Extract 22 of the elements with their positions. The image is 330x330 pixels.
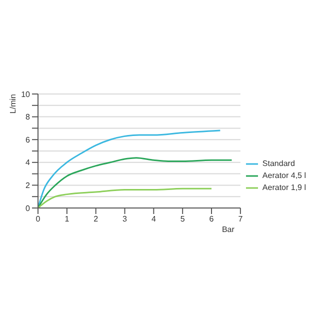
- x-tick-label: 2: [94, 214, 99, 224]
- y-tick-label: 0: [26, 204, 31, 213]
- line-series: [38, 130, 221, 208]
- legend-label: Aerator 1,9 l: [262, 183, 306, 192]
- x-tick-label: 4: [151, 214, 156, 224]
- x-tick-label: 5: [180, 214, 186, 224]
- y-tick-label: 4: [26, 158, 31, 168]
- legend-label: Standard: [262, 159, 295, 168]
- legend-label: Aerator 4,5 l: [262, 171, 306, 180]
- x-tick-label: 3: [122, 214, 128, 224]
- x-tick-label: 6: [209, 214, 214, 224]
- y-axis-title: L/min: [8, 94, 18, 114]
- x-tick-label: 1: [64, 214, 70, 224]
- line-series: [38, 188, 212, 208]
- x-tick-label: 7: [238, 214, 244, 224]
- y-tick-label: 2: [26, 181, 31, 190]
- line-series: [38, 157, 232, 208]
- y-tick-label: 8: [26, 112, 31, 122]
- y-tick-label: 6: [26, 135, 31, 144]
- x-axis-title: Bar: [222, 225, 235, 234]
- x-tick-label: 0: [36, 214, 41, 224]
- y-tick-label: 10: [21, 90, 31, 99]
